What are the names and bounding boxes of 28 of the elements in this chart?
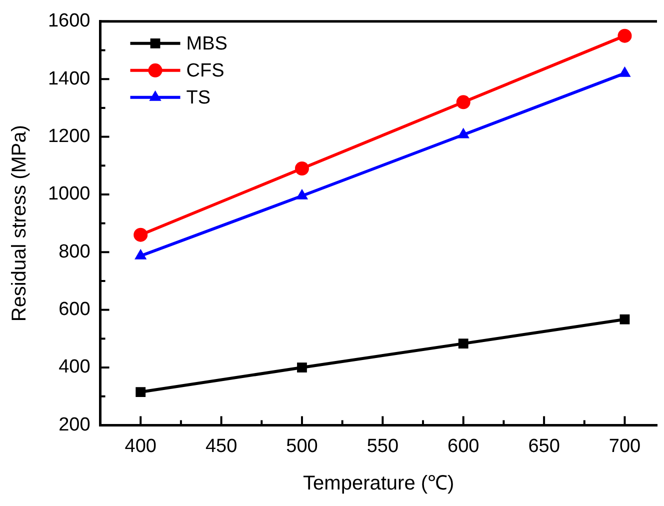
x-tick-label: 600: [448, 436, 480, 457]
point: [620, 314, 630, 324]
y-tick-label: 200: [58, 414, 90, 436]
point: [294, 162, 309, 176]
y-tick-label: 400: [58, 356, 90, 378]
point: [458, 338, 468, 349]
x-tick-label: 700: [608, 436, 641, 457]
x-tick-label: 400: [124, 436, 156, 457]
point: [618, 28, 632, 43]
y-tick-label: 1600: [48, 10, 90, 32]
x-axis-title: Temperature (℃): [303, 472, 454, 495]
point: [456, 95, 470, 110]
point: [136, 387, 146, 397]
y-tick-label: 1400: [48, 68, 90, 90]
y-axis-title: Residual stress (MPa): [8, 124, 31, 322]
point: [134, 228, 148, 242]
y-tick-label: 800: [58, 241, 90, 262]
legend-label: TS: [186, 88, 211, 109]
x-tick-label: 550: [366, 436, 399, 457]
x-tick-label: 500: [286, 436, 318, 457]
x-tick-label: 450: [205, 436, 238, 457]
point: [297, 362, 307, 372]
y-tick-label: 600: [58, 299, 90, 320]
x-tick-label: 650: [528, 436, 560, 457]
legend-label: CFS: [186, 60, 224, 82]
y-tick-label: 1000: [48, 184, 90, 205]
legend-label: MBS: [186, 34, 228, 55]
y-tick-label: 1200: [48, 126, 90, 148]
